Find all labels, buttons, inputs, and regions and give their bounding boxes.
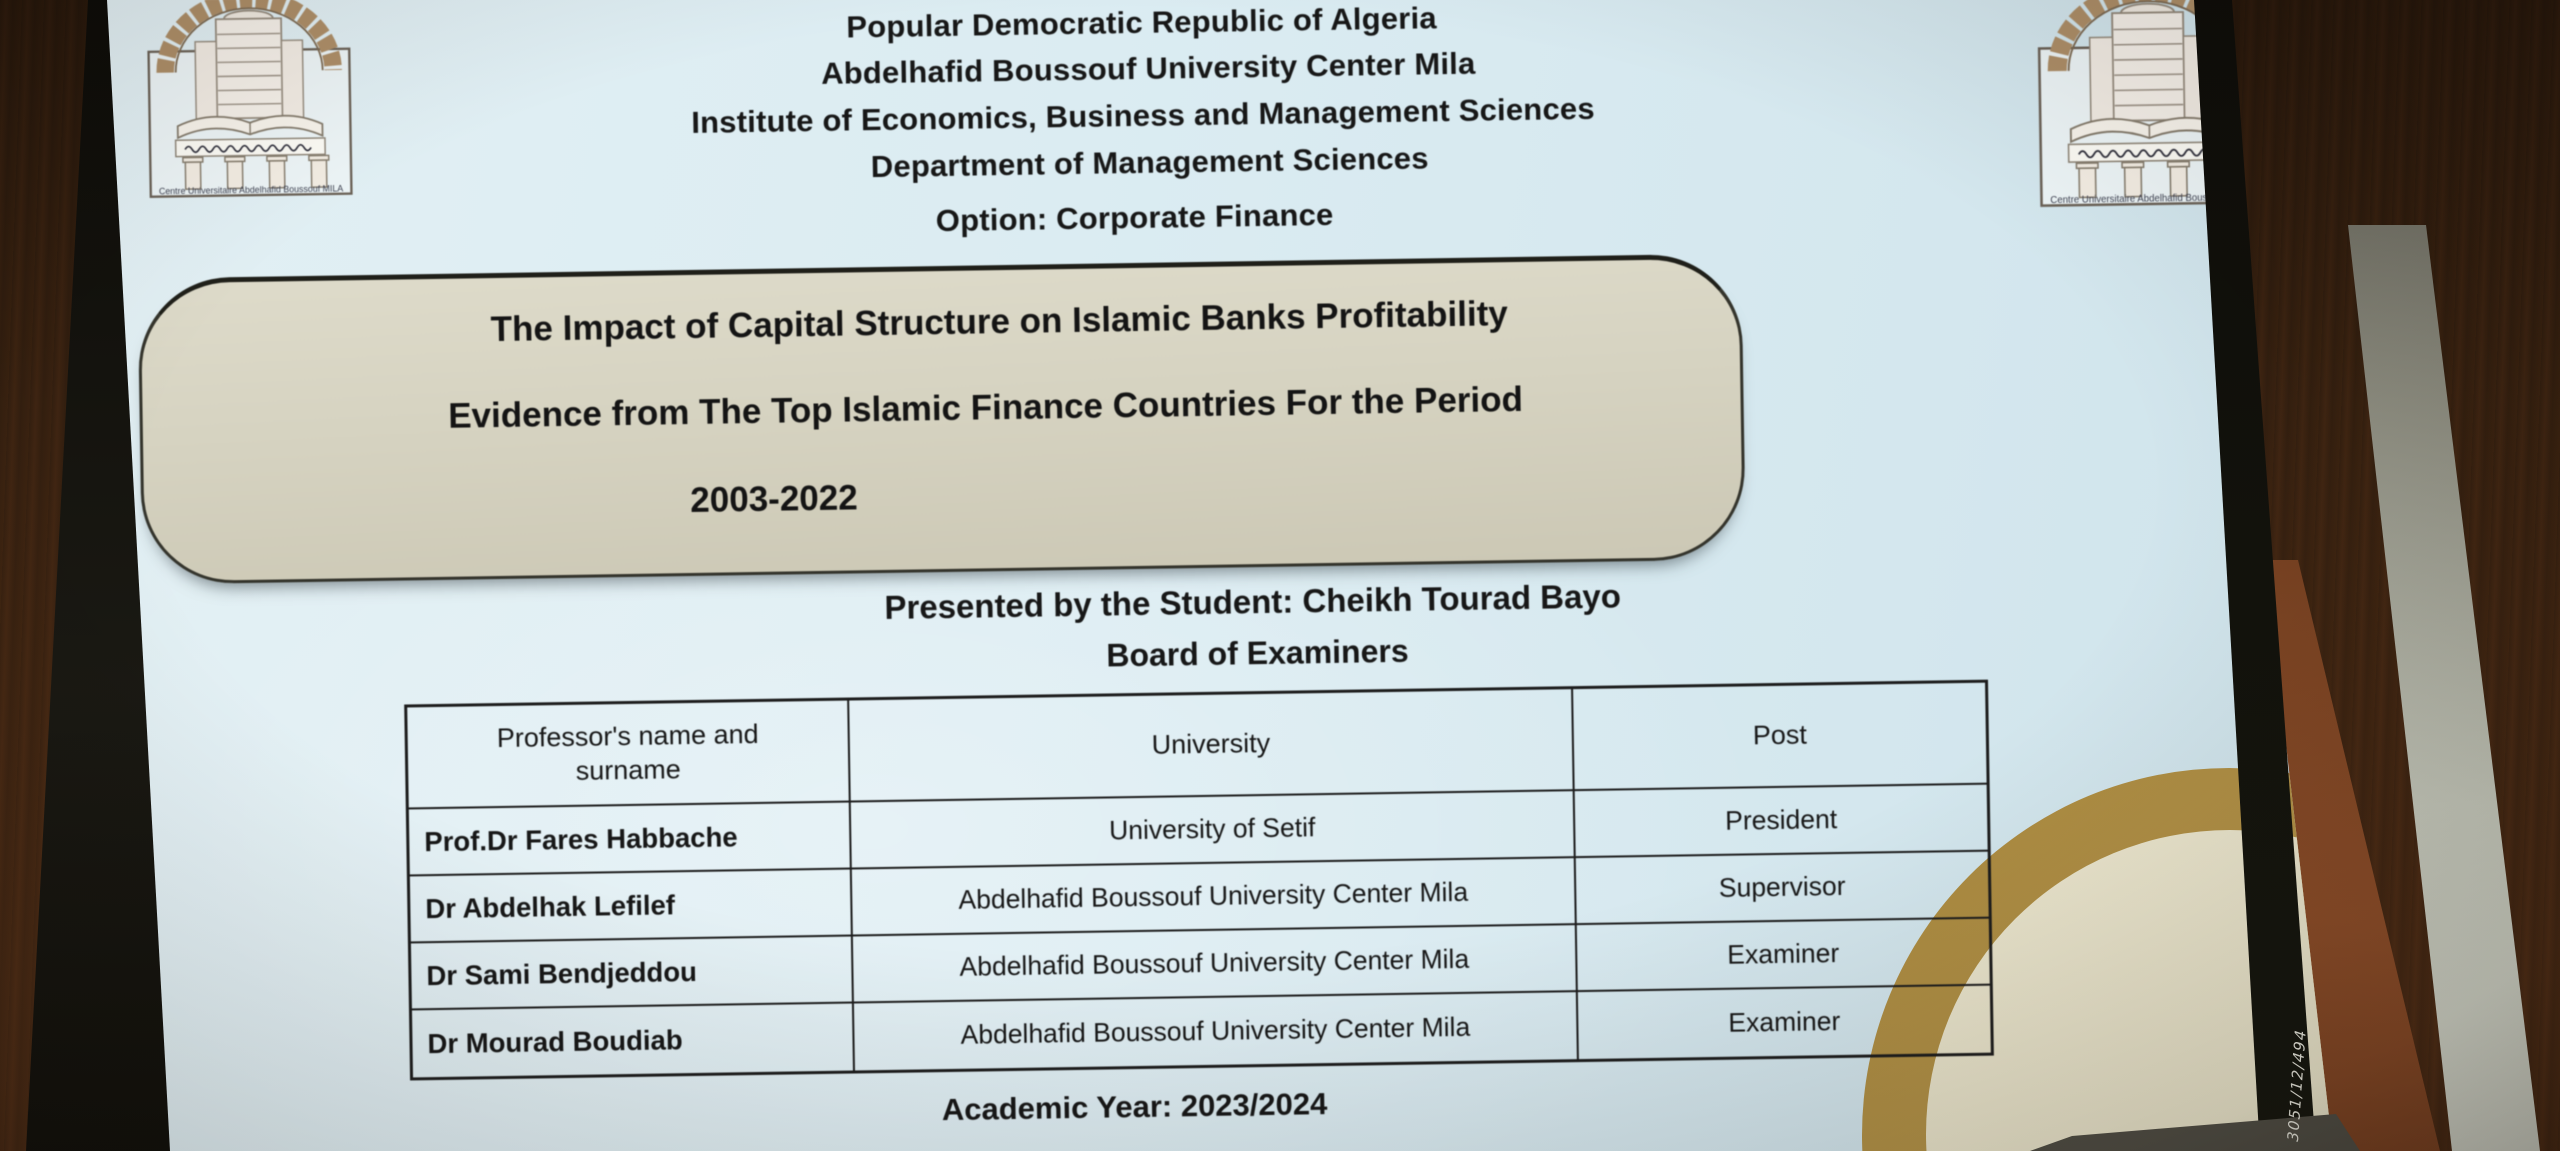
logo-arch-icon: [156, 0, 342, 73]
presented-by-line: Presented by the Student: Cheikh Tourad …: [884, 577, 1622, 626]
examiner-post-cell: Supervisor: [1575, 851, 1989, 926]
logo-arch-outline: [174, 7, 324, 73]
thesis-title-box: The Impact of Capital Structure on Islam…: [137, 253, 1747, 585]
logo-banner: [174, 137, 326, 158]
header-university-line: Abdelhafid Boussouf University Center Mi…: [820, 45, 1476, 91]
thesis-title-line-1: The Impact of Capital Structure on Islam…: [490, 294, 1509, 350]
logo-arabic-script: [184, 143, 312, 154]
examiner-name-cell: Dr Mourad Boudiab: [411, 1003, 855, 1078]
logo-floor-lines: [217, 32, 282, 106]
header-cell-university: University: [849, 689, 1575, 803]
logo-arch-icon: [2047, 0, 2250, 72]
examiner-post-cell: Examiner: [1576, 918, 1990, 993]
board-of-examiners-heading: Board of Examiners: [1106, 632, 1409, 674]
logo-floor-lines: [2113, 27, 2184, 107]
examiner-university-cell: Abdelhafid Boussouf University Center Mi…: [852, 925, 1578, 1004]
header-institute-line: Institute of Economics, Business and Man…: [691, 90, 1596, 140]
examiner-university-cell: Abdelhafid Boussouf University Center Mi…: [853, 992, 1579, 1071]
logo-building-wing: [2088, 36, 2115, 123]
examiners-table: Professor's name and surname University …: [404, 679, 1994, 1081]
examiner-name-cell: Dr Sami Bendjeddou: [410, 936, 854, 1011]
logo-caption: Centre Universitaire Abdelhafid Boussouf…: [2050, 192, 2251, 206]
header-cell-professor: Professor's name and surname: [407, 700, 851, 810]
examiner-name-cell: Prof.Dr Fares Habbache: [408, 802, 852, 877]
logo-building-wing: [194, 40, 218, 120]
logo-building-wing: [280, 39, 305, 119]
examiner-post-cell: Examiner: [1728, 1006, 1841, 1038]
logo-arabic-script: [2078, 148, 2217, 159]
examiner-university-cell: Abdelhafid Boussouf University Center Mi…: [851, 858, 1577, 937]
header-country-line: Popular Democratic Republic of Algeria: [846, 0, 1437, 45]
thesis-title-period: 2003-2022: [690, 478, 858, 520]
header-department-line: Department of Management Sciences: [870, 140, 1429, 185]
header-option-line: Option: Corporate Finance: [935, 196, 1334, 239]
examiner-university-cell: University of Setif: [850, 791, 1576, 870]
examiner-name-cell: Dr Abdelhak Lefilef: [409, 869, 853, 944]
university-logo-left: Centre Universitaire Abdelhafid Boussouf…: [143, 0, 356, 202]
thesis-title-line-2: Evidence from The Top Islamic Finance Co…: [447, 379, 1524, 436]
logo-columns-icon: [182, 154, 330, 190]
examiner-post-cell: President: [1574, 784, 1988, 859]
academic-year-line: Academic Year: 2023/2024: [941, 1086, 1328, 1128]
header-cell-post: Post: [1573, 682, 1987, 792]
logo-caption: Centre Universitaire Abdelhafid Boussouf…: [159, 183, 344, 196]
